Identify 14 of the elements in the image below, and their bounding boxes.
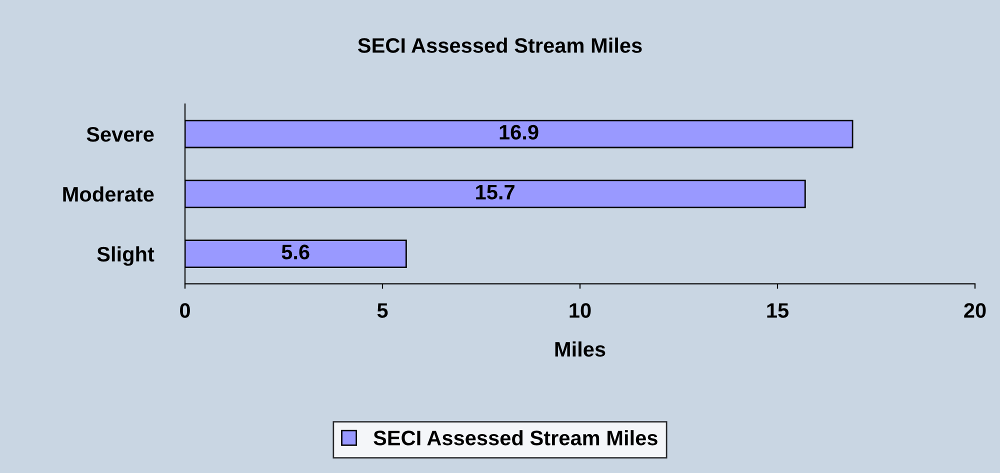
y-tick-label: Slight (97, 246, 154, 266)
data-label: 5.6 (282, 244, 310, 260)
y-tick-label: Severe (86, 127, 154, 142)
y-tick-label: Moderate (63, 186, 154, 202)
x-tick-label: 15 (767, 303, 789, 318)
x-tick-label: 5 (377, 303, 388, 318)
x-tick-label: 20 (964, 303, 986, 318)
x-tick-label: 10 (570, 303, 591, 318)
data-label: 15.7 (476, 184, 514, 200)
legend-label: SECI Assessed Stream Miles (374, 430, 658, 446)
chart-title: SECI Assessed Stream Miles (358, 38, 642, 53)
x-tick-label: 0 (180, 303, 190, 318)
data-label: 16.9 (500, 124, 538, 140)
x-axis-title: Miles (555, 341, 606, 357)
